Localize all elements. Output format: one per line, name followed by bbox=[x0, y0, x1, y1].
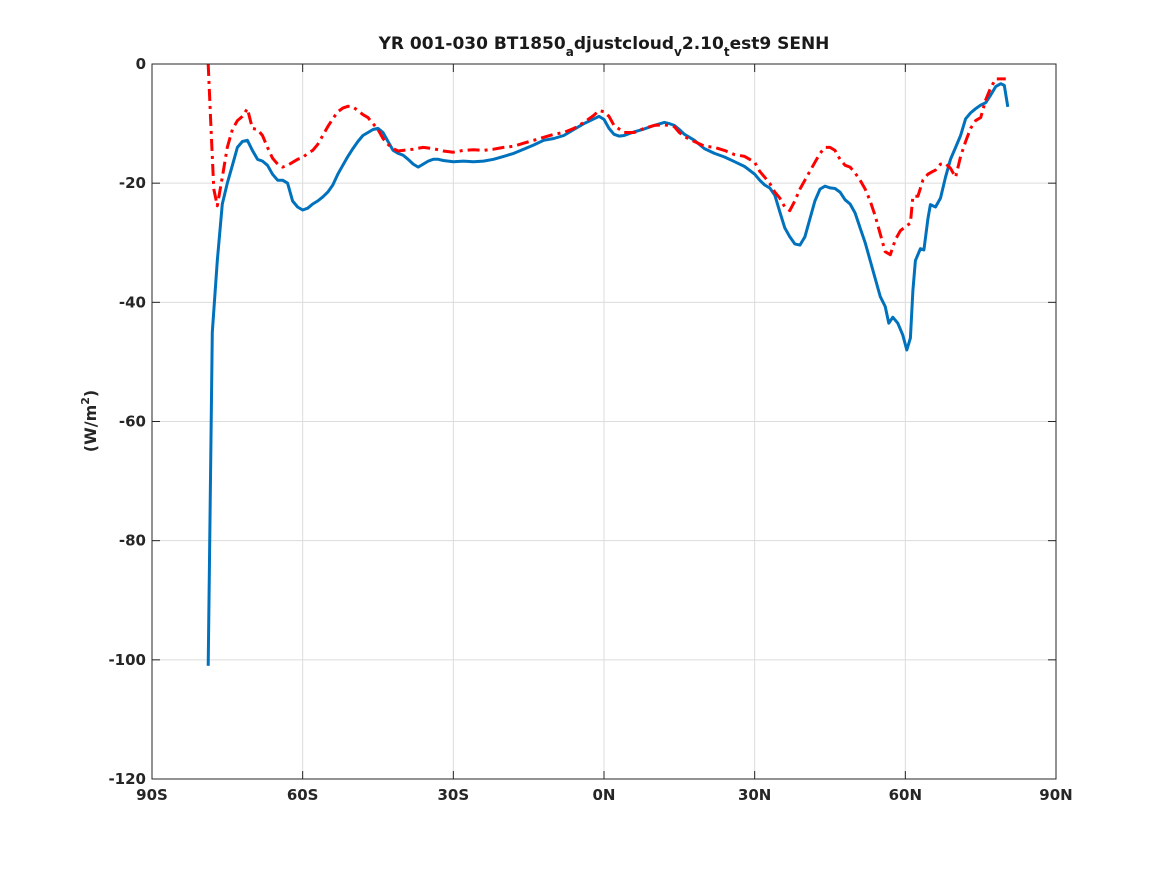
y-tick-label: 0 bbox=[136, 55, 146, 73]
y-tick-label: -40 bbox=[119, 293, 146, 311]
y-tick-label: -60 bbox=[119, 413, 146, 431]
y-tick-label: -20 bbox=[119, 174, 146, 192]
series-layer bbox=[206, 63, 1010, 666]
x-tick-label: 60N bbox=[889, 786, 922, 804]
series-line-dashdot bbox=[206, 63, 1006, 257]
chart-title: YR 001-030 BT1850adjustcloudv2.10test9 S… bbox=[378, 34, 830, 59]
y-tick-label: -80 bbox=[119, 532, 146, 550]
grid bbox=[152, 64, 1056, 779]
x-tick-label: 60S bbox=[287, 786, 319, 804]
x-tick-label: 90S bbox=[136, 786, 168, 804]
y-tick-label: -120 bbox=[108, 770, 146, 788]
x-tick-label: 30N bbox=[738, 786, 771, 804]
x-tick-label: 0N bbox=[593, 786, 616, 804]
y-axis-label: (W/m2) bbox=[79, 390, 100, 452]
x-tick-label: 90N bbox=[1039, 786, 1072, 804]
ticks: 90S 60S 30S 0N 30N 60N 90N 0 -20 -40 -60 -80 -100 -12… bbox=[108, 55, 1072, 804]
x-tick-label: 30S bbox=[437, 786, 469, 804]
series-line-solid bbox=[206, 82, 1010, 666]
y-tick-label: -100 bbox=[108, 651, 146, 669]
